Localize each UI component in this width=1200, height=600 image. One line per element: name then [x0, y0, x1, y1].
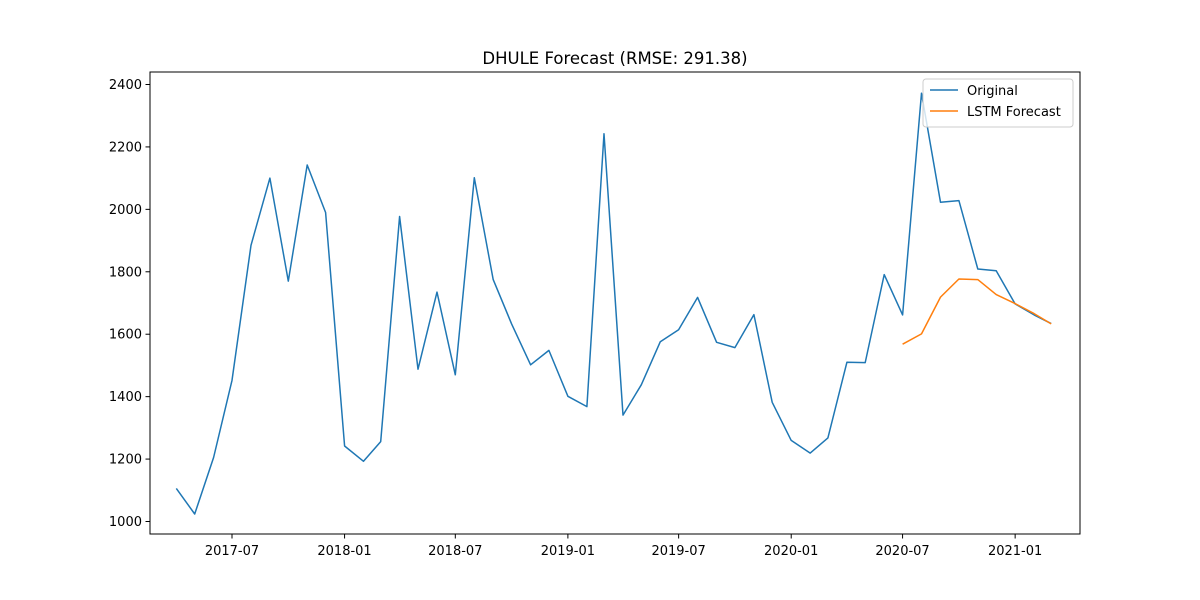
chart-title: DHULE Forecast (RMSE: 291.38) — [482, 49, 747, 68]
legend: Original LSTM Forecast — [922, 78, 1074, 128]
x-tick-label: 2019-01 — [541, 544, 595, 559]
x-tick-label: 2018-07 — [428, 544, 482, 559]
x-tick-label: 2021-01 — [988, 544, 1042, 559]
series-layer — [175, 92, 1052, 515]
y-tick-label: 2400 — [109, 78, 142, 93]
legend-label-original: Original — [967, 84, 1018, 99]
y-tick-label: 1000 — [109, 515, 142, 530]
series-line-lstm-forecast — [902, 278, 1052, 345]
series-line-original — [175, 92, 1052, 515]
y-tick-label: 1600 — [109, 328, 142, 343]
legend-box — [922, 78, 1074, 128]
x-tick-label: 2020-01 — [764, 544, 818, 559]
x-tick-label: 2018-01 — [317, 544, 371, 559]
y-tick-label: 1800 — [109, 265, 142, 280]
y-tick-label: 1200 — [109, 453, 142, 468]
y-axis: 1000 1200 1400 1600 1800 2000 2200 2400 — [109, 78, 150, 530]
legend-label-lstm-forecast: LSTM Forecast — [967, 105, 1061, 120]
x-tick-label: 2019-07 — [651, 544, 705, 559]
y-tick-label: 2200 — [109, 140, 142, 155]
y-tick-label: 1400 — [109, 390, 142, 405]
x-axis: 2017-07 2018-01 2018-07 2019-01 2019-07 2020-… — [205, 534, 1042, 559]
x-tick-label: 2020-07 — [875, 544, 929, 559]
plot-frame — [149, 71, 1081, 535]
x-tick-label: 2017-07 — [205, 544, 259, 559]
y-tick-label: 2000 — [109, 203, 142, 218]
